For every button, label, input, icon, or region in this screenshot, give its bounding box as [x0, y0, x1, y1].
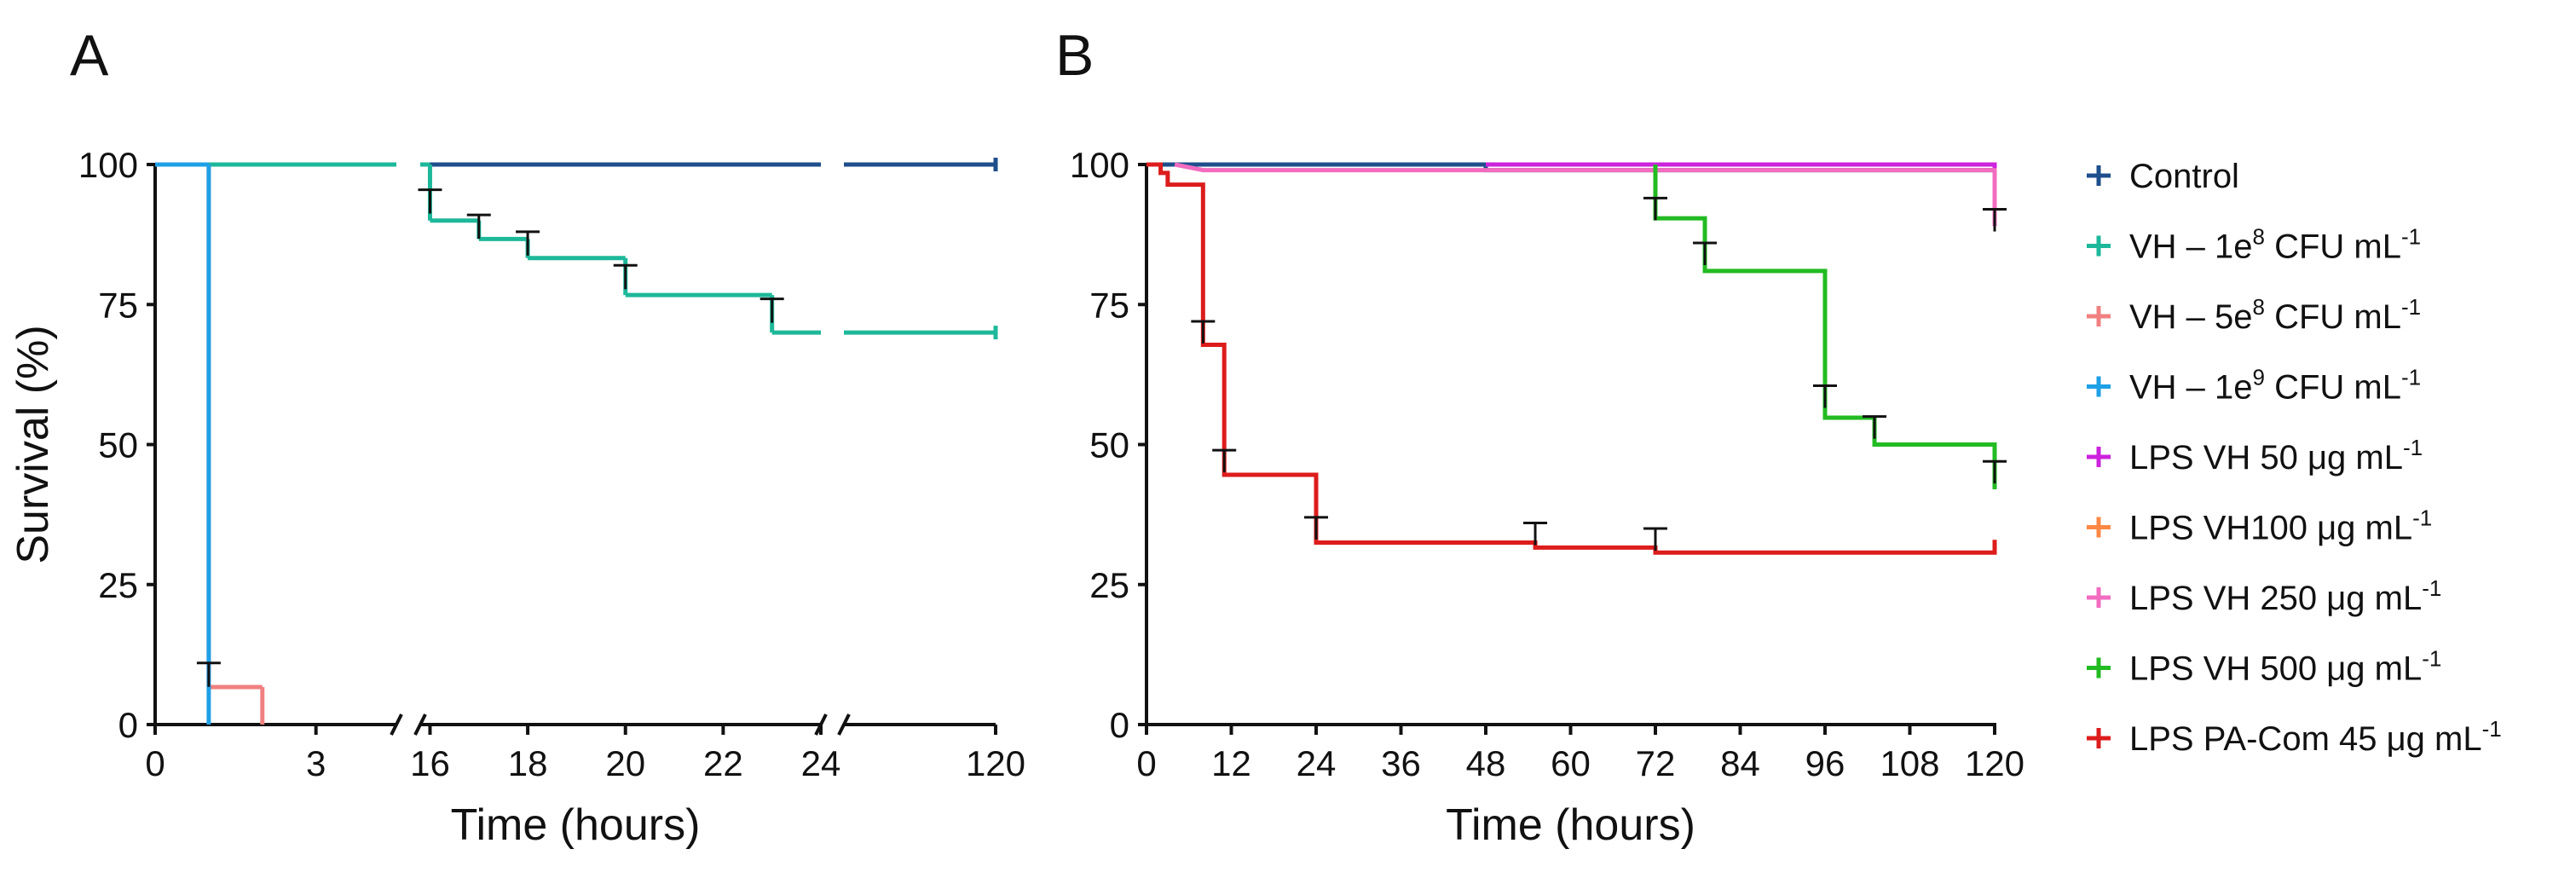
y-tick-label-100: 100 — [1070, 145, 1129, 185]
legend-item-lps50: LPS VH 50 μg mL-1 — [2087, 435, 2423, 477]
x-tick-label-84: 84 — [1720, 743, 1760, 783]
series-lps-vh-250-g-ml-1 — [1174, 162, 2007, 232]
legend-label-text: LPS VH100 μg mL — [2129, 510, 2412, 547]
x-tick-label-120: 120 — [966, 743, 1025, 783]
legend-label-text: LPS VH 250 μg mL — [2129, 580, 2422, 617]
y-axis-title: Survival (%) — [9, 325, 58, 563]
y-tick-label-25: 25 — [98, 565, 138, 605]
legend-label: VH – 5e8 CFU mL-1 — [2129, 294, 2421, 336]
x-tick-label-24: 24 — [1297, 743, 1337, 783]
x-tick-label-48: 48 — [1466, 743, 1506, 783]
legend-label: LPS VH 50 μg mL-1 — [2129, 435, 2423, 477]
legend-item-lps250: LPS VH 250 μg mL-1 — [2087, 575, 2441, 617]
y-tick-label-50: 50 — [98, 425, 138, 465]
legend-item-pacom: LPS PA-Com 45 μg mL-1 — [2087, 716, 2502, 758]
legend-label-superscript: 9 — [2253, 365, 2265, 390]
legend-item-vh5e8: VH – 5e8 CFU mL-1 — [2087, 294, 2421, 336]
x-tick-label-60: 60 — [1551, 743, 1591, 783]
legend-label-superscript: 8 — [2253, 224, 2265, 250]
legend-label-text: VH – 1e — [2129, 228, 2253, 266]
legend-label-superscript: 8 — [2253, 294, 2265, 320]
legend-label-text: LPS PA-Com 45 μg mL — [2129, 720, 2482, 758]
x-tick-label-18: 18 — [508, 743, 548, 783]
survival-curve — [1146, 162, 1997, 555]
legend-label: Control — [2129, 158, 2239, 195]
legend-item-lps500: LPS VH 500 μg mL-1 — [2087, 646, 2441, 688]
panel-label-a: A — [70, 23, 109, 88]
legend-label-text: LPS VH 50 μg mL — [2129, 439, 2403, 477]
legend-label-text: CFU mL — [2265, 369, 2401, 407]
y-tick-label-75: 75 — [98, 285, 138, 325]
legend-label: VH – 1e8 CFU mL-1 — [2129, 224, 2421, 266]
legend-label: VH – 1e9 CFU mL-1 — [2129, 365, 2421, 407]
survival-curve — [1653, 165, 1997, 490]
y-tick-label-25: 25 — [1089, 565, 1129, 605]
legend-label-superscript: -1 — [2403, 435, 2423, 460]
legend-label: LPS VH 250 μg mL-1 — [2129, 575, 2441, 617]
x-tick-label-0: 0 — [145, 743, 165, 783]
axis-break-mark — [390, 713, 403, 736]
series-lps-vh-500-g-ml-1 — [1643, 165, 2007, 490]
y-tick-label-0: 0 — [118, 705, 138, 745]
axis-break-mark — [413, 713, 427, 736]
legend-item-lps100: LPS VH100 μg mL-1 — [2087, 505, 2432, 547]
legend-label-text: VH – 5e — [2129, 298, 2253, 336]
legend-label-text: VH – 1e — [2129, 369, 2253, 407]
x-tick-label-12: 12 — [1211, 743, 1251, 783]
series-lps-pa-com-45-g-ml-1 — [1146, 162, 1997, 555]
legend-label: LPS PA-Com 45 μg mL-1 — [2129, 716, 2502, 758]
x-axis-title: Time (hours) — [1446, 800, 1695, 850]
legend-label-text: LPS VH 500 μg mL — [2129, 650, 2422, 688]
x-tick-label-16: 16 — [410, 743, 450, 783]
x-tick-label-22: 22 — [703, 743, 743, 783]
y-tick-label-50: 50 — [1089, 425, 1129, 465]
x-tick-label-24: 24 — [801, 743, 841, 783]
survival-curve — [1174, 162, 1997, 227]
legend-label-superscript: -1 — [2422, 575, 2441, 601]
x-tick-label-3: 3 — [306, 743, 326, 783]
legend-item-control: Control — [2087, 158, 2239, 195]
series-vh-1e8-cfu-ml-1 — [155, 162, 998, 340]
axis-break-mark — [837, 713, 851, 736]
panel-label-b: B — [1055, 23, 1094, 88]
x-tick-label-0: 0 — [1136, 743, 1156, 783]
legend-label-superscript: -1 — [2422, 646, 2441, 672]
legend-label-superscript: -1 — [2401, 365, 2421, 390]
panel-a: A 0 25 50 75 100 Survival (%) 0 3 16 18 20 22 24 120 Ti… — [9, 23, 1025, 850]
legend-label: LPS VH 500 μg mL-1 — [2129, 646, 2441, 688]
legend-label-text: CFU mL — [2265, 228, 2401, 266]
x-tick-label-36: 36 — [1381, 743, 1421, 783]
y-tick-label-100: 100 — [78, 145, 138, 185]
x-tick-label-96: 96 — [1805, 743, 1845, 783]
x-tick-label-20: 20 — [605, 743, 645, 783]
x-tick-label-120: 120 — [1965, 743, 2024, 783]
legend-label-superscript: -1 — [2401, 224, 2421, 250]
legend-item-vh1e8: VH – 1e8 CFU mL-1 — [2087, 224, 2421, 266]
legend-label-superscript: -1 — [2412, 505, 2432, 531]
legend-label-text: Control — [2129, 158, 2239, 195]
legend-label-superscript: -1 — [2401, 294, 2421, 320]
legend-label-superscript: -1 — [2482, 716, 2502, 742]
y-tick-label-0: 0 — [1110, 705, 1129, 745]
x-tick-label-72: 72 — [1636, 743, 1676, 783]
panel-b: B 0 25 50 75 100 0 12 24 36 48 60 72 84 96 108 120 Time (… — [1055, 23, 2024, 850]
x-axis-title: Time (hours) — [451, 800, 701, 850]
legend-label-text: CFU mL — [2265, 298, 2401, 336]
x-tick-label-108: 108 — [1880, 743, 1939, 783]
legend-label: LPS VH100 μg mL-1 — [2129, 505, 2432, 547]
series-vh-1e9-cfu-ml-1 — [155, 162, 221, 725]
y-tick-label-75: 75 — [1089, 285, 1129, 325]
legend-item-vh1e9: VH – 1e9 CFU mL-1 — [2087, 365, 2421, 407]
